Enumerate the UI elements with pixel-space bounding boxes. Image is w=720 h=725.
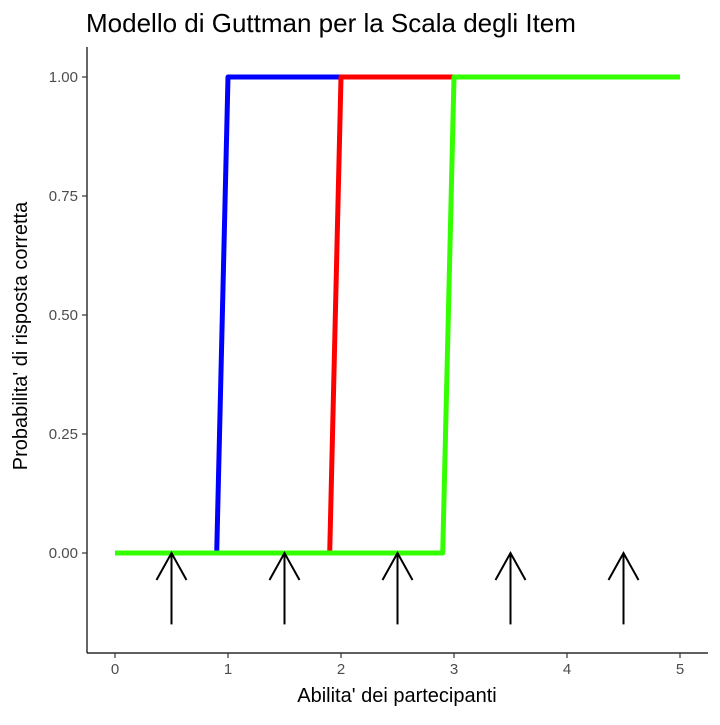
arrow-head xyxy=(381,550,414,581)
x-tick-label: 1 xyxy=(224,661,232,678)
x-tick-label: 4 xyxy=(563,661,571,678)
y-axis-title: Probabilita' di risposta corretta xyxy=(10,201,32,470)
y-tick-label: 0.75 xyxy=(49,188,78,205)
series-layer xyxy=(115,74,680,556)
chart-title: Modello di Guttman per la Scala degli It… xyxy=(86,8,576,38)
x-tick-label: 5 xyxy=(676,661,684,678)
x-axis-title: Abilita' dei partecipanti xyxy=(297,685,497,707)
y-tick-label: 0.50 xyxy=(49,307,78,324)
arrow xyxy=(494,550,527,625)
arrow-head xyxy=(607,550,640,581)
y-tick-label: 0.00 xyxy=(49,545,78,562)
arrow-head xyxy=(494,550,527,581)
arrow xyxy=(155,550,188,625)
x-tick-label: 0 xyxy=(111,661,119,678)
series-line-3 xyxy=(115,74,680,556)
arrow xyxy=(268,550,301,625)
arrow-layer xyxy=(155,550,640,625)
axes: 0.00 0.25 0.50 0.75 1.00 0 1 2 3 4 5 xyxy=(49,47,708,678)
series-line-2 xyxy=(115,74,680,556)
y-tick-label: 0.25 xyxy=(49,426,78,443)
x-tick-label: 3 xyxy=(450,661,458,678)
arrow-head xyxy=(268,550,301,581)
y-tick-label: 1.00 xyxy=(49,69,78,86)
arrow xyxy=(607,550,640,625)
series-line-1 xyxy=(115,74,680,556)
arrow xyxy=(381,550,414,625)
arrow-head xyxy=(155,550,188,581)
x-tick-label: 2 xyxy=(337,661,345,678)
